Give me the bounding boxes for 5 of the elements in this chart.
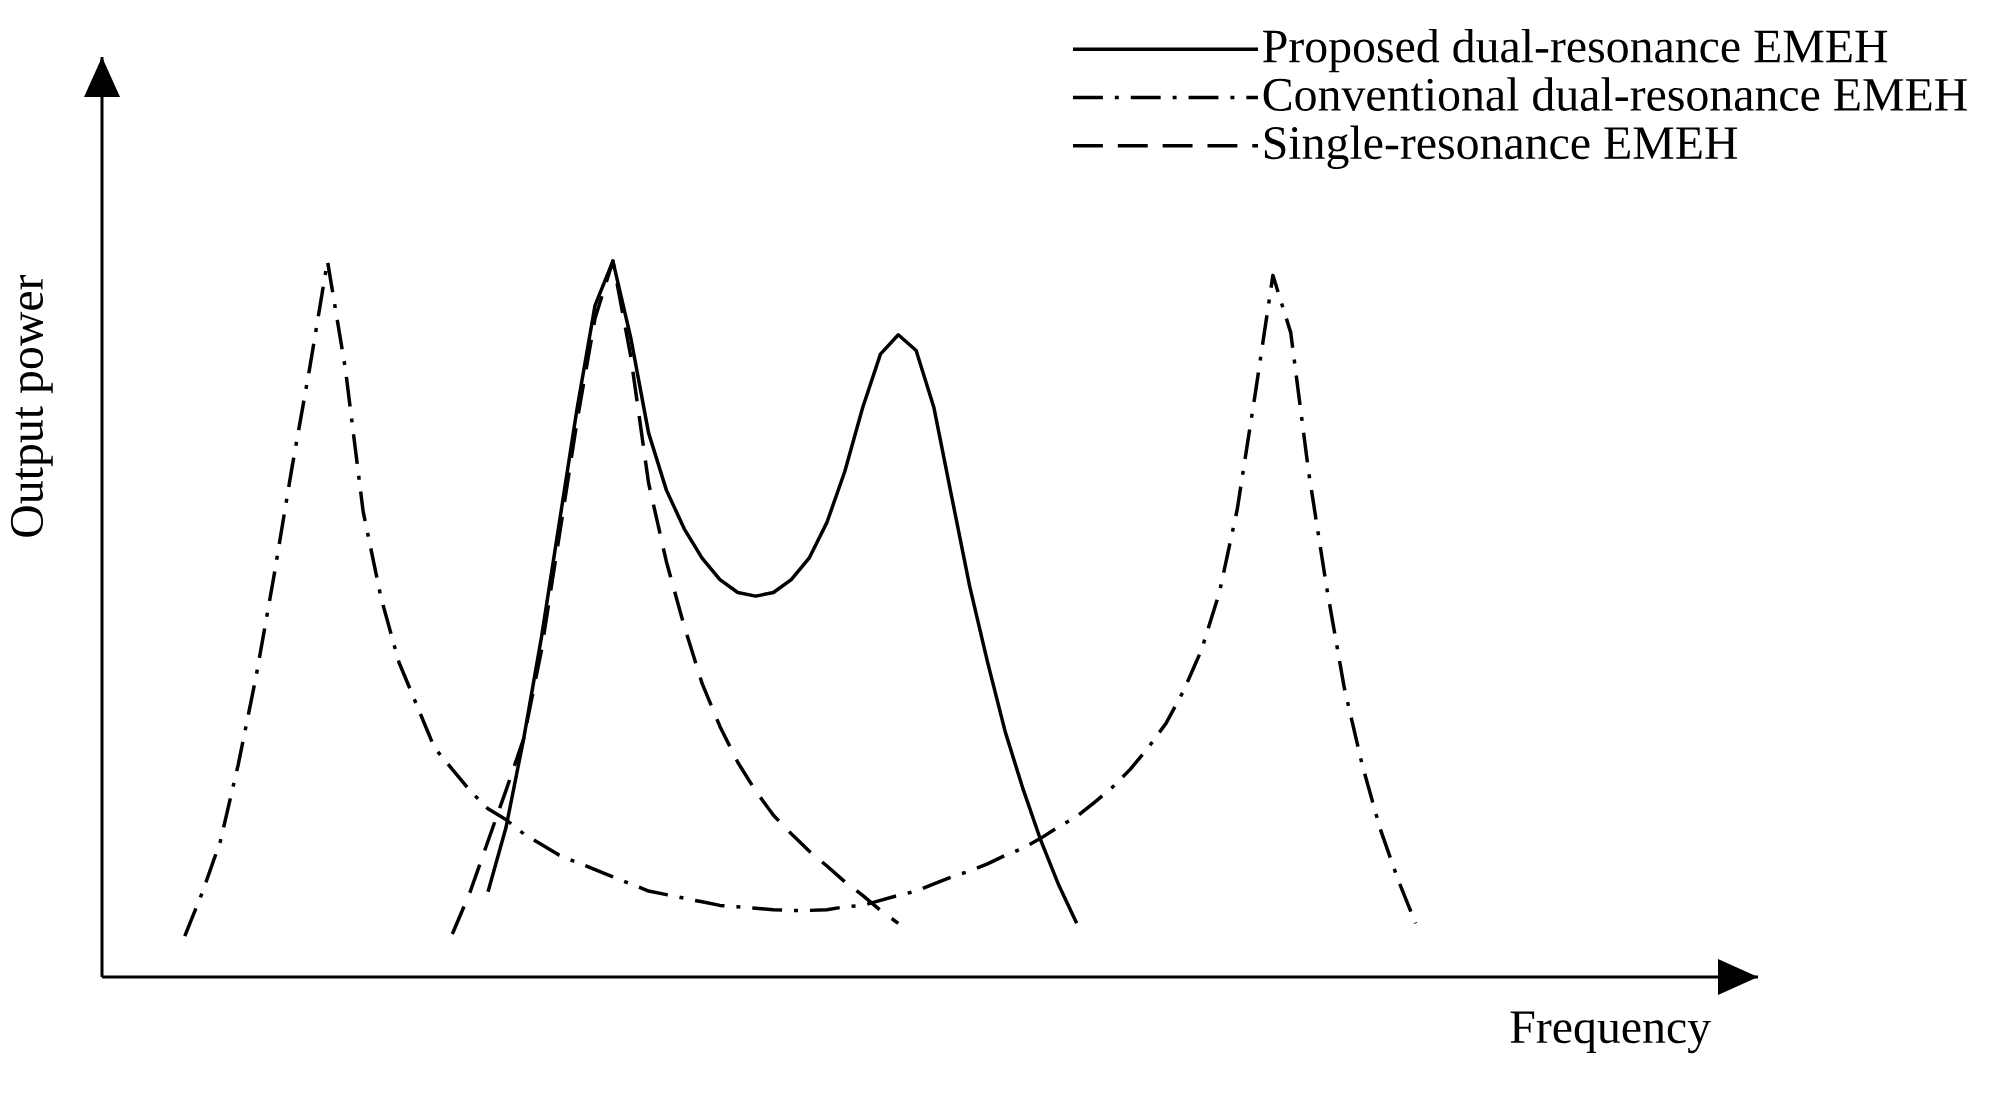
legend-label: Conventional dual-resonance EMEH — [1263, 77, 1967, 111]
legend-label: Single-resonance EMEH — [1264, 125, 1738, 170]
y-axis-title: Output power — [10, 274, 53, 537]
legend-label: Proposed dual-resonance EMEH — [1263, 28, 1888, 73]
x-axis-title: Frequency — [1510, 1011, 1711, 1054]
